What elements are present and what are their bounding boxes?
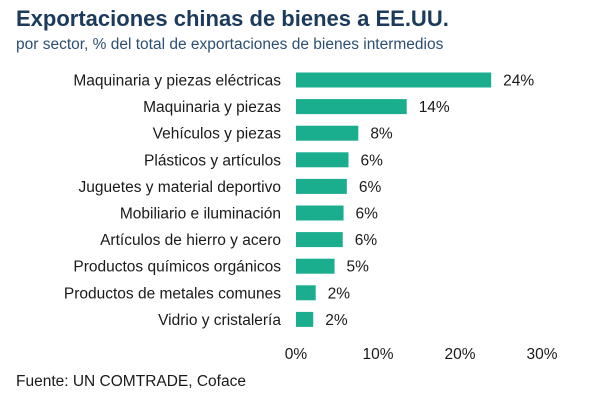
chart-subtitle: por sector, % del total de exportaciones… (16, 36, 444, 53)
category-label: Plásticos y artículos (144, 152, 281, 169)
value-label: 14% (419, 99, 450, 116)
bar (296, 205, 344, 221)
category-label: Productos de metales comunes (64, 285, 281, 302)
category-label: Artículos de hierro y acero (100, 232, 281, 249)
x-tick-label: 30% (526, 346, 557, 363)
value-label: 8% (370, 126, 393, 143)
bar (296, 258, 335, 274)
bar (296, 311, 314, 327)
bar (296, 232, 343, 248)
value-label: 24% (503, 73, 534, 90)
value-label: 6% (356, 206, 379, 223)
category-label: Vidrio y cristalería (158, 312, 281, 329)
bar (296, 178, 347, 194)
bar (296, 152, 349, 168)
category-label: Maquinaria y piezas eléctricas (73, 73, 281, 90)
chart-title: Exportaciones chinas de bienes a EE.UU. (16, 6, 449, 31)
category-label: Vehículos y piezas (153, 126, 282, 143)
value-label: 6% (359, 179, 382, 196)
category-label: Juguetes y material deportivo (79, 179, 281, 196)
bar (296, 125, 359, 141)
x-tick-label: 10% (362, 346, 393, 363)
value-label: 6% (355, 232, 378, 249)
value-label: 2% (328, 285, 351, 302)
bar (296, 285, 316, 301)
category-label: Maquinaria y piezas (143, 99, 281, 116)
x-tick-label: 20% (444, 346, 475, 363)
bar (296, 99, 407, 115)
category-label: Productos químicos orgánicos (73, 259, 281, 276)
x-tick-label: 0% (285, 346, 308, 363)
source-note: Fuente: UN COMTRADE, Coface (16, 373, 246, 390)
value-label: 5% (347, 259, 370, 276)
category-label: Mobiliario e iluminación (120, 206, 281, 223)
value-label: 6% (360, 152, 383, 169)
value-label: 2% (325, 312, 348, 329)
bar (296, 72, 492, 88)
